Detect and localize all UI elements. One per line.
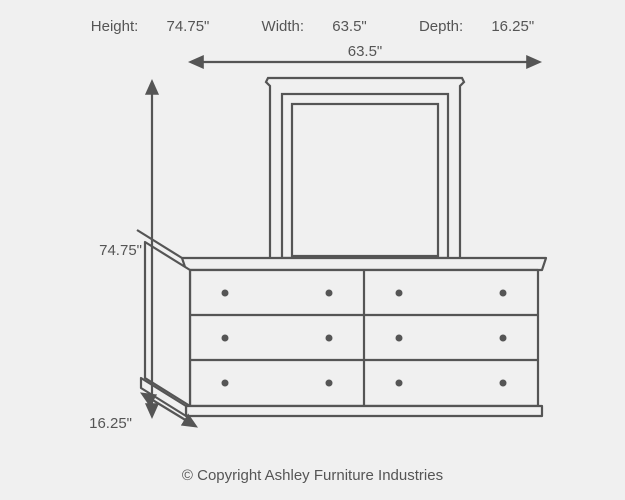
dresser <box>137 230 546 416</box>
width-value: 63.5" <box>348 43 383 60</box>
diagram-canvas: 63.5" 74.75" 16.25" <box>0 0 625 500</box>
copyright-text: © Copyright Ashley Furniture Industries <box>0 467 625 484</box>
height-value: 74.75" <box>99 242 142 259</box>
mirror <box>266 78 464 260</box>
depth-value: 16.25" <box>89 415 132 432</box>
width-dimension: 63.5" <box>195 43 535 62</box>
